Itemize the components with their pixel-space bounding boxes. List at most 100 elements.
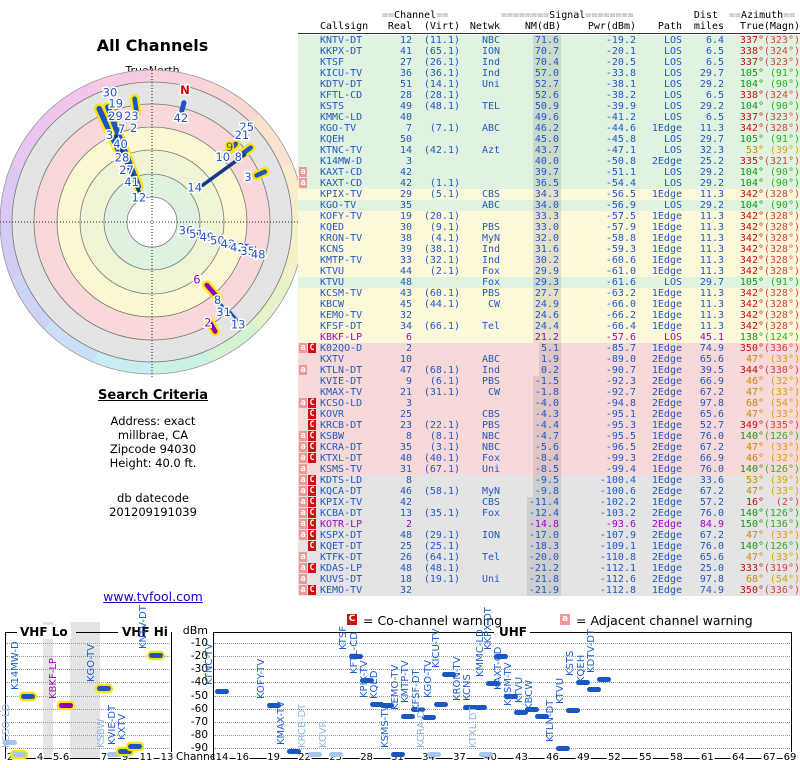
gridline: [214, 748, 790, 749]
nm-value: -4.7: [532, 431, 561, 442]
adjacent-warning-badge: a: [299, 552, 307, 562]
cell-netwk: Ind: [481, 255, 500, 266]
co-channel-warning-badge: C: [308, 541, 316, 551]
cell-magn: (328°): [763, 211, 800, 222]
cell-magn: (39°): [769, 145, 800, 156]
signal-bar: [287, 749, 302, 755]
cell-netwk: [462, 112, 500, 123]
table-row: a C KEMO-TV 32 -21.9 -112.8 1Edge 74.9 350° (336°…: [298, 585, 800, 596]
cell-pwr: -109.1: [599, 541, 636, 552]
cell-pwr: -61.0: [605, 266, 636, 277]
cell-miles: 29.2: [699, 167, 724, 178]
adjacent-warning-badge: a: [299, 497, 307, 507]
cell-path: 1Edge: [651, 266, 682, 277]
cell-nm: 70.7: [505, 46, 561, 57]
table-row: a KTLN-DT 47 (68.1) Ind 0.2 -90.7 1Edge 39.5 344°…: [298, 365, 800, 376]
dbm-tick: -40: [190, 676, 208, 689]
nm-value: -1.8: [532, 387, 561, 398]
nm-value: -20.0: [526, 552, 561, 563]
cell-magn: (136°): [763, 519, 800, 530]
nm-value: 39.7: [532, 167, 561, 178]
channel-tick: 22: [297, 752, 312, 763]
nm-value: -9.8: [532, 486, 561, 497]
cell-true: 342°: [739, 299, 764, 310]
cell-real: 40: [399, 453, 412, 464]
cell-callsign: KKPX-DT: [320, 46, 363, 57]
cell-path: 1Edge: [651, 244, 682, 255]
radar-channel-label: 14: [187, 180, 202, 194]
cell-pwr: -47.1: [605, 145, 636, 156]
cell-callsign: KFTL-CD: [320, 90, 363, 101]
signal-bar: [433, 702, 448, 708]
radar-channel-label: 9: [226, 140, 233, 154]
signal-bar-label: KCSO-LD: [1, 703, 12, 748]
cell-callsign: KAXT-CD: [320, 178, 363, 189]
cell-callsign: KXTV: [320, 354, 345, 365]
signal-bar: [266, 702, 281, 708]
gridline: [6, 721, 170, 723]
cell-nm: 50.9: [505, 101, 561, 112]
axis-line: [213, 758, 791, 759]
cell-path: LOS: [663, 277, 682, 288]
table-row: a C KSBW 8 (8.1) NBC -4.7 -95.5 1Edge 76.0 140° (12…: [298, 431, 800, 442]
radar-sector: [0, 222, 23, 281]
cell-virt: [412, 134, 460, 145]
tvfool-link-wrap: www.tvfool.com: [58, 589, 248, 604]
cell-callsign: KAXT-CD: [320, 167, 363, 178]
table-row: a C KDAS-LP 48 (48.1) -21.2 -112.1 1Edge 25.0 333…: [298, 563, 800, 574]
co-channel-warning-badge: C: [308, 409, 316, 419]
cell-callsign: K14MW-D: [320, 156, 363, 167]
cell-pwr: -39.9: [605, 101, 636, 112]
cell-real: 46: [399, 486, 412, 497]
table-column-header: Callsign: [320, 21, 369, 32]
cell-path: 2Edge: [651, 156, 682, 167]
cell-true: 342°: [739, 123, 764, 134]
channel-tick: 9: [120, 752, 130, 763]
signal-bar: [566, 708, 581, 714]
cell-virt: (29.1): [423, 530, 460, 541]
cell-path: 1Edge: [651, 310, 682, 321]
cell-real: 45: [399, 299, 412, 310]
co-channel-warning-badge: C: [308, 585, 316, 595]
radar-channel-label: 19: [108, 96, 123, 110]
table-row: KFTL-CD 28 (28.1) 52.6 -38.2 LOS 6.5 338° (324°): [298, 90, 800, 101]
tvfool-link[interactable]: www.tvfool.com: [103, 589, 203, 604]
cell-pwr: -66.2: [605, 310, 636, 321]
cell-real: 34: [399, 321, 412, 332]
cell-path: LOS: [663, 134, 682, 145]
cell-miles: 65.6: [699, 552, 724, 563]
cell-callsign: KTVU: [320, 277, 345, 288]
dbm-tick: -70: [190, 715, 208, 728]
cell-netwk: [462, 178, 500, 189]
cell-virt: (44.1): [423, 299, 460, 310]
cell-true: 47°: [745, 387, 764, 398]
cell-miles: 11.3: [699, 244, 724, 255]
radar-channel-label: 10: [215, 150, 230, 164]
cell-real: 40: [399, 112, 412, 123]
cell-true: 342°: [739, 255, 764, 266]
cell-nm: -5.6: [505, 442, 561, 453]
cell-miles: 74.9: [699, 585, 724, 596]
radar-channel-label: 23: [124, 109, 139, 123]
cell-true: 337°: [739, 57, 764, 68]
dbm-tick: -90: [190, 742, 208, 754]
cell-nm: -4.4: [505, 420, 561, 431]
channel-tick: 4: [35, 752, 45, 763]
cell-netwk: [462, 310, 500, 321]
cell-callsign: KCNS: [320, 244, 345, 255]
cell-magn: (90°): [769, 167, 800, 178]
cell-callsign: KCRA-DT: [320, 442, 363, 453]
co-channel-legend: = Co-channel warning: [363, 613, 503, 628]
cell-nm: 1.9: [505, 354, 561, 365]
table-row: KQED 30 (9.1) PBS 33.0 -57.9 1Edge 11.3 342° (328…: [298, 222, 800, 233]
cell-real: 2: [405, 343, 412, 354]
signal-bar: [149, 652, 163, 658]
cell-netwk: Ind: [481, 57, 500, 68]
channel-tick: 37: [452, 752, 467, 763]
cell-netwk: Ind: [481, 68, 500, 79]
table-column-header: NM(dB): [524, 21, 561, 32]
cell-nm: 24.4: [505, 321, 561, 332]
nm-value: 31.6: [532, 244, 561, 255]
dbm-tick: -50: [190, 689, 208, 702]
cell-pwr: -19.2: [605, 35, 636, 46]
